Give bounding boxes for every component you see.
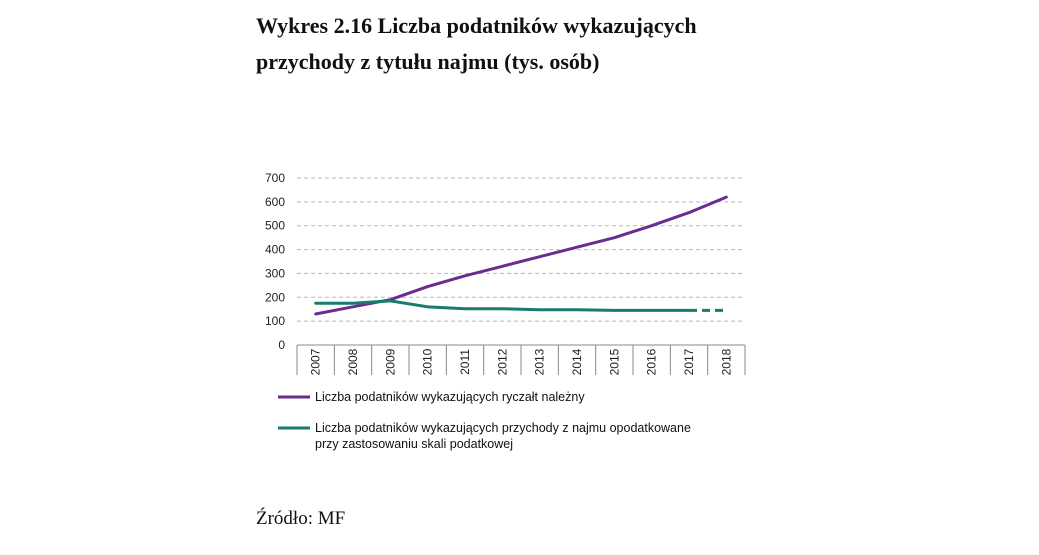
legend-label-2: Liczba podatników wykazujących przychody… <box>315 421 691 435</box>
y-tick-label: 400 <box>265 243 285 257</box>
y-tick-label: 500 <box>265 219 285 233</box>
x-tick-label: 2011 <box>458 349 472 375</box>
y-tick-label: 100 <box>265 314 285 328</box>
x-axis: 2007 2008 2009 2010 2011 2012 2013 2014 2015 2016… <box>296 344 746 375</box>
x-tick-label: 2013 <box>533 348 547 375</box>
y-tick-label: 700 <box>265 171 285 185</box>
source-note: Źródło: MF <box>256 508 346 529</box>
series-1 <box>314 195 728 316</box>
x-tick-label: 2007 <box>309 348 323 375</box>
x-tick-label: 2014 <box>570 348 584 375</box>
chart-title-line-2: przychody z tytułu najmu (tys. osób) <box>256 49 600 74</box>
x-tick-label: 2016 <box>645 348 659 375</box>
x-tick-label: 2009 <box>383 348 397 375</box>
y-tick-label: 0 <box>278 338 285 352</box>
legend: Liczba podatników wykazujących ryczałt n… <box>278 390 691 451</box>
series-group <box>314 195 728 316</box>
chart-title-line-1: Wykres 2.16 Liczba podatników wykazujący… <box>256 13 697 38</box>
y-axis-ticks: 0 100 200 300 400 500 600 700 <box>265 171 285 352</box>
grid-lines <box>297 177 745 322</box>
x-tick-label: 2010 <box>421 348 435 375</box>
x-tick-label: 2018 <box>719 348 733 375</box>
legend-label-1: Liczba podatników wykazujących ryczałt n… <box>315 390 585 404</box>
legend-label-2: przy zastosowaniu skali podatkowej <box>315 437 513 451</box>
x-tick-label: 2015 <box>607 348 621 375</box>
y-tick-label: 200 <box>265 290 285 304</box>
series-1-line <box>314 195 728 316</box>
x-tick-label: 2012 <box>495 348 509 375</box>
series-2-line <box>314 299 691 312</box>
x-tick-label: 2017 <box>682 348 696 375</box>
y-tick-label: 600 <box>265 195 285 209</box>
y-tick-label: 300 <box>265 266 285 280</box>
x-tick-label: 2008 <box>346 348 360 375</box>
series-2 <box>314 299 727 312</box>
chart-title: Wykres 2.16 Liczba podatników wykazujący… <box>256 8 816 80</box>
